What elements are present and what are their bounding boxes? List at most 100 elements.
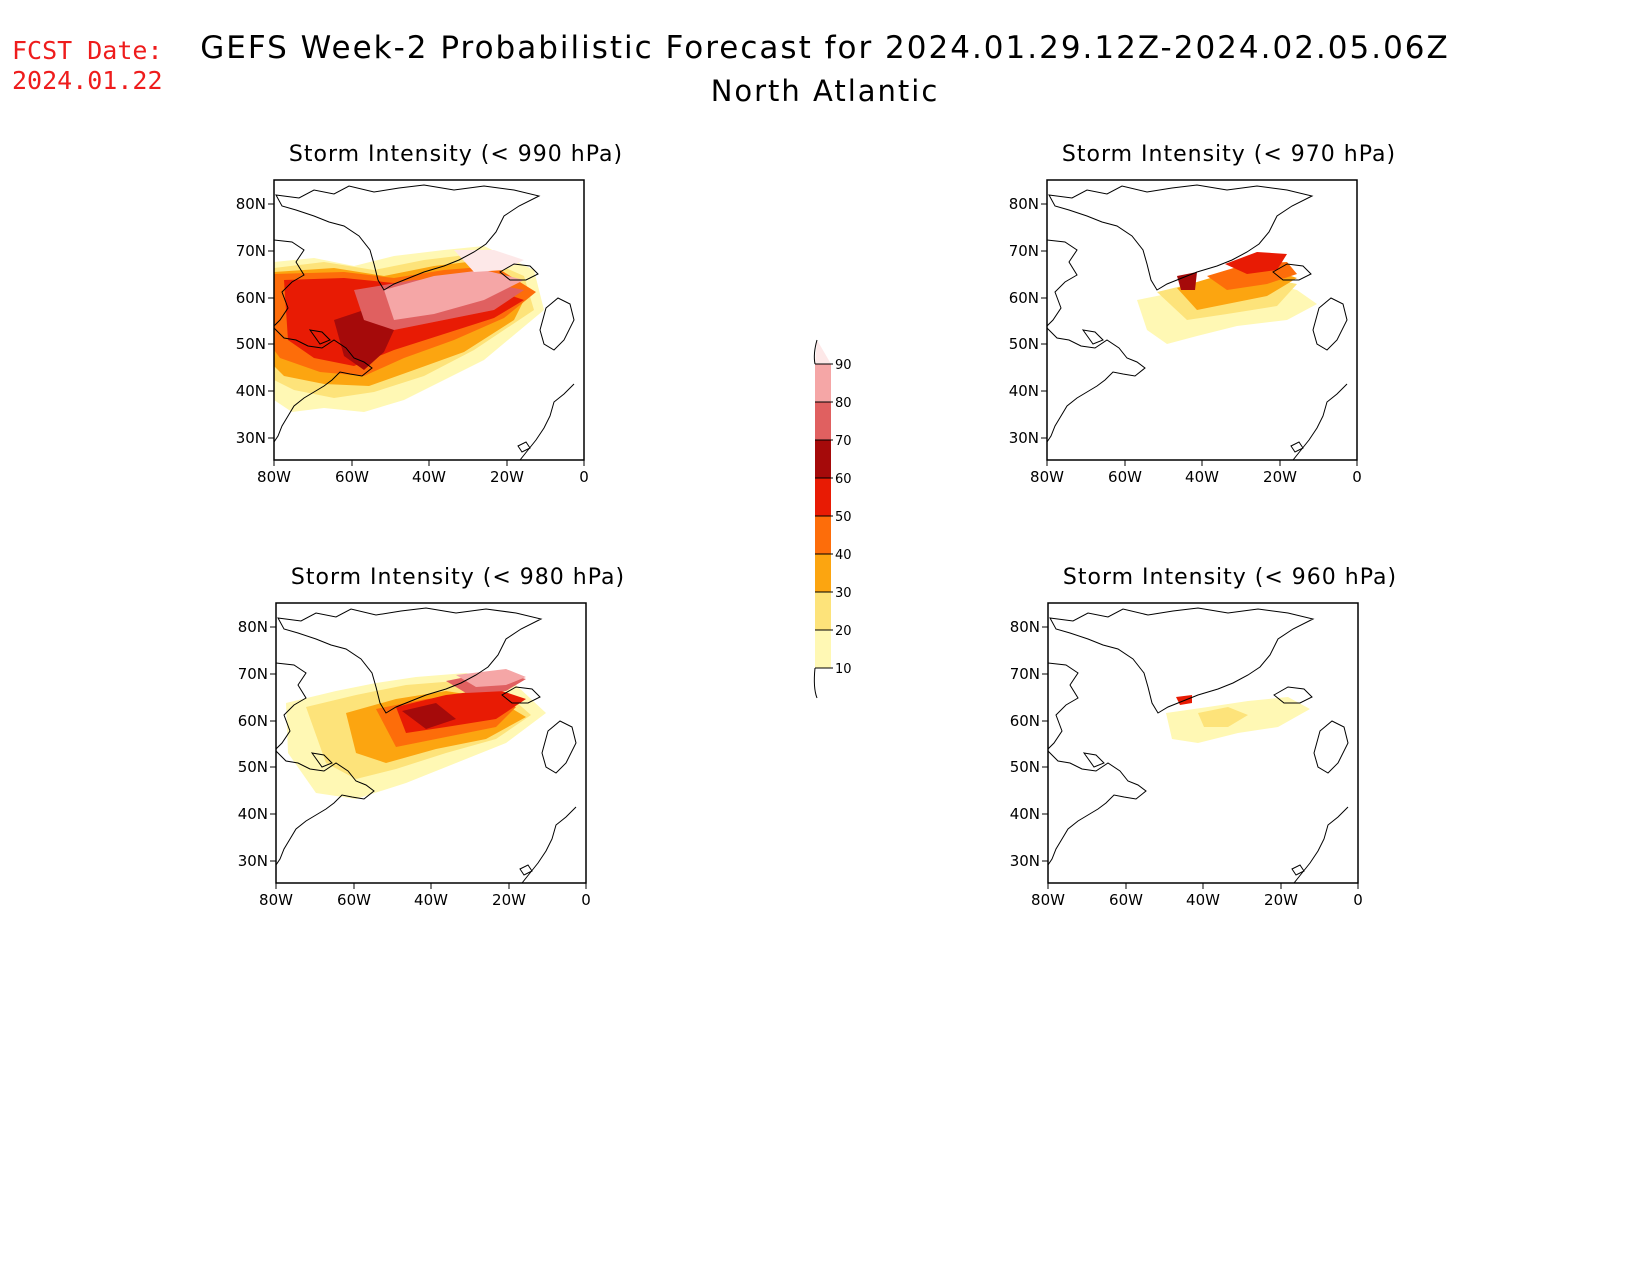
lat-label: 50N: [236, 335, 266, 353]
probability-area: [402, 703, 456, 729]
coastline: [539, 297, 575, 351]
lat-label: 70N: [236, 242, 266, 260]
coastline: [519, 864, 533, 876]
coastline: [1291, 864, 1305, 876]
lon-label: 60W: [1109, 891, 1143, 909]
lon-label: 40W: [1186, 891, 1220, 909]
coastline: [499, 263, 539, 281]
lon-label: 80W: [1031, 891, 1065, 909]
coastline: [277, 607, 543, 714]
forecast-date-value: 2024.01.22: [12, 66, 163, 95]
coastline: [541, 720, 577, 774]
coastline: [310, 752, 333, 768]
coastline: [1048, 184, 1314, 291]
lat-label: 50N: [1010, 758, 1040, 776]
colorbar-swatch: [815, 554, 831, 592]
map-frame: 80N 70N 60N 50N 40N 30N 80W 60W 40W 20W 0: [238, 602, 591, 909]
probability-area: [1198, 707, 1248, 727]
colorbar-tip-bottom: [815, 668, 831, 698]
map-panel-980: Storm Intensity (< 980 hPa) 80N 70N 60N 50N…: [223, 565, 693, 945]
map-frame: 80N 70N 60N 50N 40N 30N 80W 60W 40W 20W 0: [1009, 179, 1362, 486]
coastline: [1049, 607, 1315, 714]
coastline: [501, 686, 541, 704]
probability-area: [384, 270, 524, 320]
lon-label: 80W: [257, 468, 291, 486]
forecast-date-label: FCST Date:: [12, 36, 163, 65]
map-panel-960: Storm Intensity (< 960 hPa) 80N 70N 60N 50N…: [995, 565, 1465, 945]
lon-label: 20W: [1264, 891, 1298, 909]
probability-map: 80N 70N 60N 50N 40N 30N 80W 60W 40W 20W 0: [1010, 602, 1363, 909]
lon-label: 80W: [1030, 468, 1064, 486]
lat-label: 60N: [238, 712, 268, 730]
coastline: [1312, 297, 1348, 351]
coastline: [1081, 329, 1104, 345]
coastline: [1048, 750, 1147, 866]
probability-area: [454, 250, 524, 272]
colorbar-legend: 10 20 30 40 50 60 70 80 90: [813, 339, 852, 699]
colorbar-label: 40: [835, 548, 852, 563]
lat-label: 40N: [1010, 805, 1040, 823]
lat-label: 30N: [1010, 852, 1040, 870]
forecast-date: FCST Date: 2024.01.22: [12, 36, 163, 96]
title-line-2: North Atlantic: [710, 74, 940, 108]
lat-label: 80N: [238, 618, 268, 636]
coastline: [1272, 263, 1312, 281]
lat-label: 40N: [236, 382, 266, 400]
probability-area: [1225, 252, 1287, 274]
lon-label: 20W: [490, 468, 524, 486]
lat-label: 80N: [236, 195, 266, 213]
coastline: [517, 441, 531, 453]
lat-label: 30N: [236, 429, 266, 447]
coastline: [274, 239, 305, 327]
colorbar-label: 50: [835, 510, 852, 525]
coastline: [1313, 720, 1349, 774]
colorbar-label: 80: [835, 396, 852, 411]
probability-area: [1177, 272, 1197, 290]
lat-label: 70N: [1009, 242, 1039, 260]
colorbar-label: 90: [835, 358, 852, 373]
colorbar-swatch: [815, 630, 831, 668]
colorbar-label: 20: [835, 624, 852, 639]
lon-label: 20W: [1263, 468, 1297, 486]
panel-title: Storm Intensity (< 990 hPa): [288, 142, 624, 167]
colorbar-swatch: [815, 478, 831, 516]
lat-label: 50N: [1009, 335, 1039, 353]
lat-label: 80N: [1009, 195, 1039, 213]
lon-label: 0: [1353, 891, 1363, 909]
coastline: [1290, 441, 1304, 453]
coastline: [274, 327, 373, 443]
probability-map: 80N 70N 60N 50N 40N 30N 80W 60W 40W 20W 0: [238, 602, 591, 909]
colorbar-label: 60: [835, 472, 852, 487]
lat-label: 60N: [1010, 712, 1040, 730]
coastline: [1047, 239, 1078, 327]
map-border: [1047, 602, 1359, 884]
lon-label: 40W: [1185, 468, 1219, 486]
lat-label: 40N: [238, 805, 268, 823]
lat-label: 50N: [238, 758, 268, 776]
map-panel-990: Storm Intensity (< 990 hPa) 80N 70N 60N 50N…: [221, 142, 691, 522]
coastline: [1273, 686, 1313, 704]
probability-map: 80N 70N 60N 50N 40N 30N 80W 60W 40W 20W 0: [1009, 179, 1362, 486]
colorbar-label: 70: [835, 434, 852, 449]
lat-label: 70N: [238, 665, 268, 683]
coastline: [276, 750, 375, 866]
lat-label: 70N: [1010, 665, 1040, 683]
panel-title: Storm Intensity (< 980 hPa): [290, 565, 626, 590]
panel-title: Storm Intensity (< 970 hPa): [1061, 142, 1397, 167]
lon-label: 60W: [335, 468, 369, 486]
lat-label: 30N: [238, 852, 268, 870]
map-frame: 80N 70N 60N 50N 40N 30N 80W 60W 40W 20W 0: [236, 179, 589, 486]
colorbar-swatch: [815, 402, 831, 440]
figure-title: GEFS Week-2 Probabilistic Forecast for 2…: [0, 30, 1650, 108]
lat-label: 30N: [1009, 429, 1039, 447]
colorbar-swatch: [815, 440, 831, 478]
colorbar-swatch: [815, 364, 831, 402]
lon-label: 40W: [414, 891, 448, 909]
lon-label: 80W: [259, 891, 293, 909]
lon-label: 20W: [492, 891, 526, 909]
probability-area: [1176, 695, 1192, 705]
colorbar-swatch: [815, 516, 831, 554]
lon-label: 60W: [1108, 468, 1142, 486]
colorbar-label: 30: [835, 586, 852, 601]
lat-label: 40N: [1009, 382, 1039, 400]
